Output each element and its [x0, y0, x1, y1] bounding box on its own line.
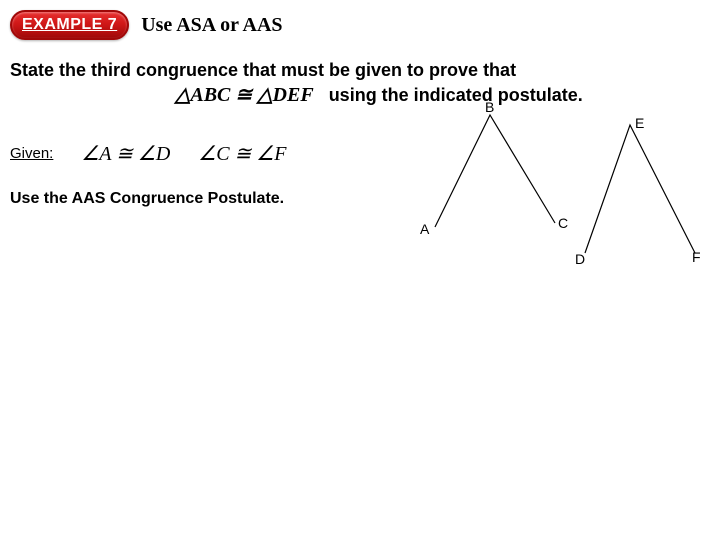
content-row: Given: ∠A ≅ ∠D ∠C ≅ ∠F Use the AAS Congr… [10, 111, 710, 275]
given-label: Given: [10, 145, 53, 162]
given-condition-2: ∠C ≅ ∠F [198, 141, 286, 166]
vertex-label-e: E [635, 115, 644, 131]
header-row: EXAMPLE 7 Use ASA or AAS [10, 10, 710, 40]
vertex-label-c: C [558, 215, 568, 231]
page-title: Use ASA or AAS [141, 14, 282, 37]
triangle-def [585, 125, 695, 253]
congruence-expression: △ABC ≅ △DEF [175, 84, 314, 106]
given-condition-1: ∠A ≅ ∠D [81, 141, 170, 166]
vertex-label-b: B [485, 99, 494, 115]
left-column: Given: ∠A ≅ ∠D ∠C ≅ ∠F Use the AAS Congr… [10, 111, 380, 208]
example-badge: EXAMPLE 7 [10, 10, 129, 40]
diagram-svg [380, 105, 700, 275]
triangle-abc [435, 115, 555, 227]
vertex-label-d: D [575, 251, 585, 267]
vertex-label-f: F [692, 249, 701, 265]
problem-line-2-suffix: using the indicated postulate. [329, 85, 583, 105]
postulate-instruction: Use the AAS Congruence Postulate. [10, 190, 380, 208]
problem-line-1: State the third congruence that must be … [10, 58, 710, 82]
vertex-label-a: A [420, 221, 429, 237]
given-row: Given: ∠A ≅ ∠D ∠C ≅ ∠F [10, 141, 380, 166]
problem-statement: State the third congruence that must be … [10, 58, 710, 109]
triangle-diagram: A B C D E F [380, 105, 700, 275]
